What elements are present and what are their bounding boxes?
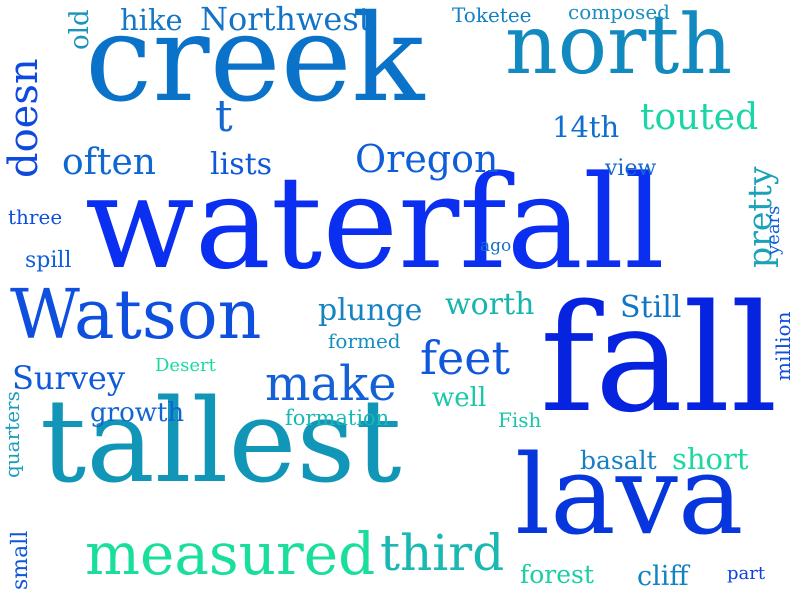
word-composed: composed	[568, 0, 670, 24]
word-growth: growth	[90, 398, 185, 428]
word-three: three	[8, 205, 63, 229]
word-northwest: Northwest	[200, 0, 372, 38]
word-third: third	[380, 524, 505, 582]
word-still: Still	[620, 290, 682, 325]
word-tallest: tallest	[40, 375, 402, 509]
word-forest: forest	[520, 560, 594, 589]
word-hike: hike	[120, 3, 183, 37]
word-ago: ago	[480, 236, 512, 256]
word-fish: Fish	[498, 408, 542, 432]
word-formation: formation	[285, 406, 390, 430]
word-survey: Survey	[12, 359, 125, 397]
word-oregon: Oregon	[355, 137, 499, 181]
word-lists: lists	[210, 147, 273, 182]
word-spill: spill	[25, 248, 72, 273]
word-watson: Watson	[10, 276, 262, 355]
word-creek: creek	[85, 0, 425, 129]
word-14th: 14th	[552, 110, 620, 144]
word-worth: worth	[445, 287, 535, 322]
word-view: view	[605, 156, 657, 181]
word-measured: measured	[85, 520, 376, 588]
word-t: t	[215, 91, 233, 142]
word-plunge: plunge	[318, 293, 423, 328]
word-north: north	[505, 0, 733, 93]
word-million: million	[771, 311, 795, 381]
word-lava: lava	[515, 431, 744, 559]
word-formed: formed	[328, 329, 401, 353]
word-touted: touted	[640, 97, 759, 138]
word-fall: fall	[540, 273, 778, 445]
word-toketee: Toketee	[452, 3, 532, 27]
word-small: small	[8, 530, 33, 590]
word-old: old	[65, 9, 95, 50]
word-quarters: quarters	[0, 391, 24, 478]
word-make: make	[265, 356, 397, 412]
word-doesn: doesn	[1, 58, 47, 178]
word-short: short	[672, 442, 749, 476]
word-well: well	[432, 383, 487, 413]
word-waterfall: waterfall	[85, 149, 665, 298]
word-basalt: basalt	[580, 446, 657, 475]
word-feet: feet	[420, 331, 510, 385]
word-often: often	[62, 142, 156, 183]
word-cliff: cliff	[637, 561, 689, 592]
word-desert: Desert	[155, 355, 216, 376]
word-years: years	[763, 205, 784, 255]
word-part: part	[727, 563, 766, 584]
